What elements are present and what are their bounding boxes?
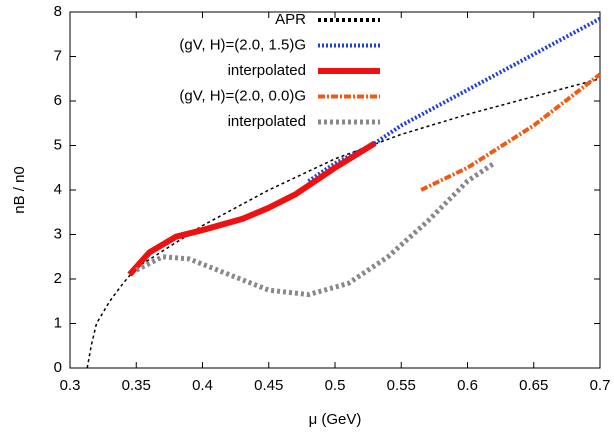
x-tick-label: 0.7 [590,377,611,394]
x-tick-label: 0.4 [192,377,213,394]
x-tick-label: 0.3 [60,377,81,394]
x-tick-label: 0.6 [457,377,478,394]
x-tick-label: 0.35 [122,377,151,394]
x-tick-label: 0.65 [519,377,548,394]
y-tick-label: 2 [54,270,62,287]
legend-label: interpolated [228,62,306,79]
y-tick-label: 8 [54,3,62,20]
legend-label: APR [275,11,306,28]
legend-label: (gV, H)=(2.0, 1.5)G [179,36,306,53]
x-axis-label: μ (GeV) [309,411,362,428]
line-series [127,140,377,277]
y-tick-label: 6 [54,92,62,109]
line-series [420,72,602,192]
x-tick-label: 0.5 [325,377,346,394]
legend-label: interpolated [228,113,306,130]
y-tick-label: 7 [54,47,62,64]
y-tick-label: 1 [54,314,62,331]
line-series [307,16,601,183]
line-series [135,161,496,298]
plot-frame [69,11,601,369]
x-tick-label: 0.45 [254,377,283,394]
y-tick-label: 4 [54,181,62,198]
y-tick-label: 5 [54,136,62,153]
y-axis-label: nB / n0 [11,166,28,214]
line-series [86,78,601,369]
y-tick-label: 3 [54,225,62,242]
legend-label: (gV, H)=(2.0, 0.0)G [179,87,306,104]
y-tick-label: 0 [54,359,62,376]
x-tick-label: 0.55 [387,377,416,394]
